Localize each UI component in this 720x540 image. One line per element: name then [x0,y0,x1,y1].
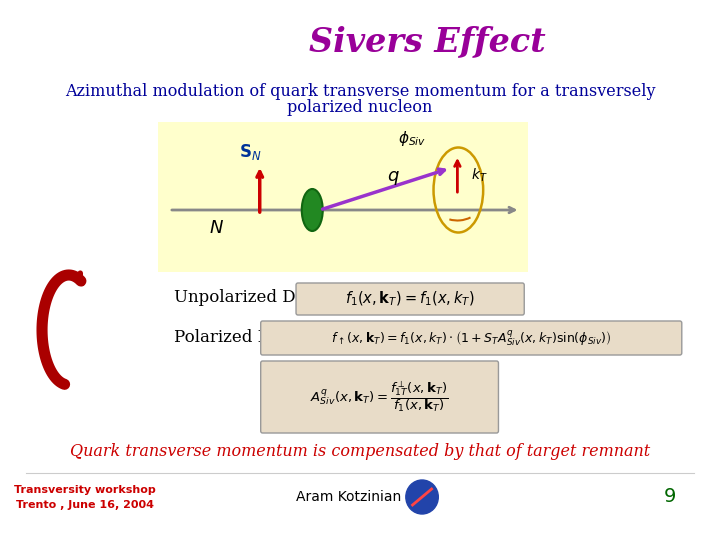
Text: $\mathbf{S}_N$: $\mathbf{S}_N$ [239,142,261,162]
Text: $f_\uparrow(x,\mathbf{k}_T) = f_1(x,k_T)\cdot\left(1+S_T A^q_{Siv}(x,k_T)\sin(\p: $f_\uparrow(x,\mathbf{k}_T) = f_1(x,k_T)… [330,328,611,348]
Text: Azimuthal modulation of quark transverse momentum for a transversely: Azimuthal modulation of quark transverse… [65,84,655,100]
FancyBboxPatch shape [261,361,498,433]
FancyBboxPatch shape [261,321,682,355]
Text: Unpolarized DF:: Unpolarized DF: [174,289,312,307]
Text: 9: 9 [664,488,677,507]
Text: $q$: $q$ [387,169,400,187]
Text: Polarized DF:: Polarized DF: [174,329,287,347]
FancyBboxPatch shape [296,283,524,315]
Text: $N$: $N$ [210,219,224,237]
Text: Transversity workshop: Transversity workshop [14,485,156,495]
Text: Aram Kotzinian: Aram Kotzinian [296,490,401,504]
Text: polarized nucleon: polarized nucleon [287,99,433,117]
Text: $f_1(x,\mathbf{k}_T) = f_1(x,k_T)$: $f_1(x,\mathbf{k}_T) = f_1(x,k_T)$ [345,290,474,308]
Text: Trento , June 16, 2004: Trento , June 16, 2004 [16,500,154,510]
Circle shape [406,480,438,514]
Bar [158,122,528,272]
Text: $A^q_{Siv}(x,\mathbf{k}_T) = \dfrac{f_{1T}^{\perp}(x,\mathbf{k}_T)}{f_1(x,\mathb: $A^q_{Siv}(x,\mathbf{k}_T) = \dfrac{f_{1… [310,380,449,415]
Text: Quark transverse momentum is compensated by that of target remnant: Quark transverse momentum is compensated… [70,443,650,461]
Text: Sivers Effect: Sivers Effect [309,25,545,58]
Text: $\phi_{Siv}$: $\phi_{Siv}$ [398,129,427,147]
Text: $k_T$: $k_T$ [471,166,487,184]
Ellipse shape [302,189,323,231]
